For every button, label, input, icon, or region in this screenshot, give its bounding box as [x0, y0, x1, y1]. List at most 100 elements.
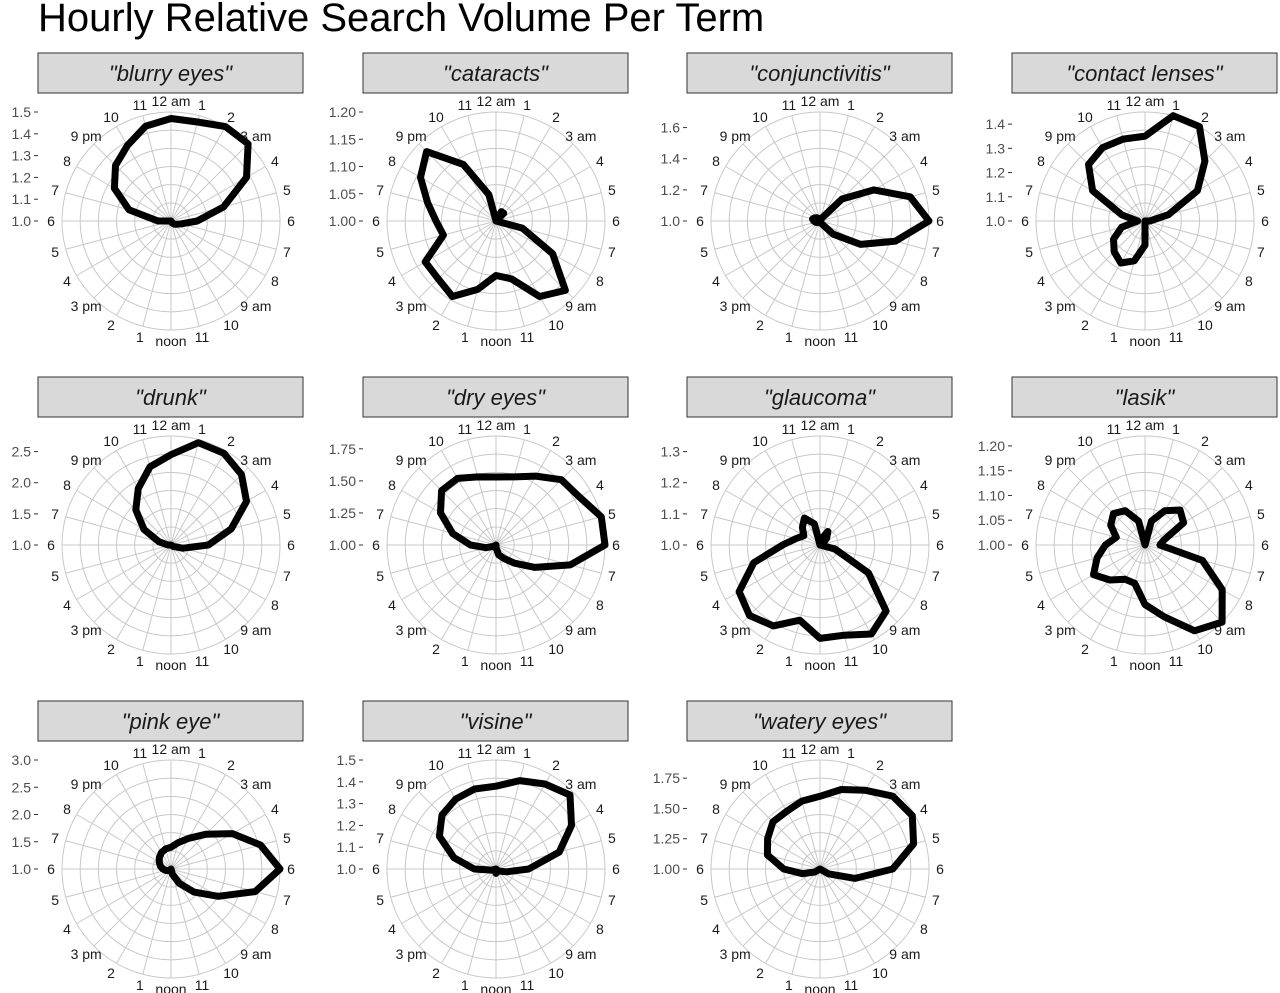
grid-spoke: [93, 868, 172, 947]
hour-label: 12 am: [477, 741, 516, 757]
hour-label: noon: [1129, 333, 1160, 349]
hour-label: 7: [376, 830, 384, 846]
hour-label: 10: [103, 433, 119, 449]
hour-label: 9 am: [240, 298, 271, 314]
series-line: [435, 777, 575, 877]
hour-label: 11: [844, 653, 859, 669]
grid-spoke: [819, 763, 849, 870]
hour-label: noon: [804, 333, 835, 349]
y-tick-label: 1.1: [12, 191, 32, 207]
hour-label: 11: [520, 653, 535, 669]
facet-strip: [37, 52, 304, 94]
grid-spoke: [495, 439, 525, 546]
hour-label: 3 pm: [71, 622, 102, 638]
y-tick-label: 2.5: [12, 444, 32, 460]
hour-label: 3 am: [240, 776, 271, 792]
grid-spoke: [93, 544, 172, 623]
hour-label: 2: [1081, 317, 1089, 333]
hour-label: 1: [1172, 421, 1180, 437]
grid-spoke: [819, 868, 898, 947]
grid-spoke: [401, 166, 497, 222]
hour-label: 9 am: [240, 622, 271, 638]
grid-spoke: [495, 220, 525, 327]
y-tick-label: 1.5: [12, 834, 32, 850]
hour-label: 3 am: [889, 452, 920, 468]
hour-label: 3 am: [565, 452, 596, 468]
grid-spoke: [1067, 544, 1146, 623]
series-line: [417, 148, 569, 300]
hour-label: 1: [847, 745, 855, 761]
grid-spoke: [390, 868, 497, 898]
y-tick-label: 1.5: [337, 752, 357, 768]
y-tick-label: 1.4: [12, 126, 32, 142]
grid-spoke: [1090, 126, 1146, 222]
y-tick-label: 1.75: [329, 441, 356, 457]
y-tick-label: 1.0: [661, 213, 681, 229]
hour-label: 12 am: [1126, 417, 1165, 433]
grid-spoke: [418, 220, 497, 299]
hour-label: 7: [1257, 568, 1265, 584]
grid-spoke: [819, 220, 849, 327]
hour-label: 10: [548, 965, 564, 981]
grid-spoke: [142, 868, 172, 975]
y-tick-label: 1.05: [978, 512, 1005, 528]
hour-label: 4: [1037, 597, 1045, 613]
hour-label: 3 am: [565, 128, 596, 144]
y-tick-label: 1.00: [978, 537, 1005, 553]
hour-label: 10: [548, 641, 564, 657]
grid-spoke: [170, 544, 226, 640]
grid-spoke: [765, 126, 821, 222]
series-line: [110, 115, 252, 228]
hour-label: 2: [107, 965, 115, 981]
y-tick-label: 2.0: [12, 475, 32, 491]
grid-spoke: [467, 544, 497, 651]
hour-label: 6: [287, 861, 295, 877]
hour-label: 4: [63, 273, 71, 289]
grid-spoke: [76, 868, 172, 924]
hour-label: 8: [1245, 273, 1253, 289]
hour-label: 4: [388, 921, 396, 937]
hour-label: 6: [936, 213, 944, 229]
hour-label: 7: [932, 244, 940, 260]
hour-label: 9 am: [1214, 622, 1245, 638]
hour-label: 7: [51, 830, 59, 846]
y-tick-label: 1.20: [978, 438, 1005, 454]
grid-spoke: [714, 192, 821, 222]
hour-label: 10: [1077, 109, 1093, 125]
hour-label: 4: [1245, 153, 1253, 169]
grid-spoke: [495, 115, 525, 222]
hour-label: 8: [271, 597, 279, 613]
hour-label: 5: [376, 244, 384, 260]
grid-spoke: [819, 220, 875, 316]
grid-spoke: [495, 868, 591, 924]
hour-label: 7: [1257, 244, 1265, 260]
hour-label: 12 am: [477, 417, 516, 433]
grid-spoke: [742, 544, 821, 623]
y-tick-label: 1.75: [653, 770, 680, 786]
grid-spoke: [819, 868, 875, 964]
grid-spoke: [93, 220, 172, 299]
grid-spoke: [819, 868, 849, 975]
hour-label: 3 am: [1214, 128, 1245, 144]
hour-label: 1: [198, 421, 206, 437]
hour-label: 6: [287, 537, 295, 553]
hour-label: 11: [458, 745, 473, 761]
y-tick-label: 1.00: [329, 213, 356, 229]
series-line: [1090, 506, 1226, 635]
hour-label: 6: [47, 861, 55, 877]
hour-label: 4: [596, 477, 604, 493]
grid-spoke: [819, 115, 849, 222]
hour-label: 9 am: [889, 298, 920, 314]
hour-label: 4: [63, 921, 71, 937]
hour-label: noon: [155, 657, 186, 673]
hour-label: 1: [198, 97, 206, 113]
grid-spoke: [116, 544, 172, 640]
hour-label: 12 am: [1126, 93, 1165, 109]
hour-label: 5: [608, 182, 616, 198]
hour-label: 6: [612, 861, 620, 877]
hour-label: 7: [376, 506, 384, 522]
hour-label: 1: [461, 977, 469, 993]
